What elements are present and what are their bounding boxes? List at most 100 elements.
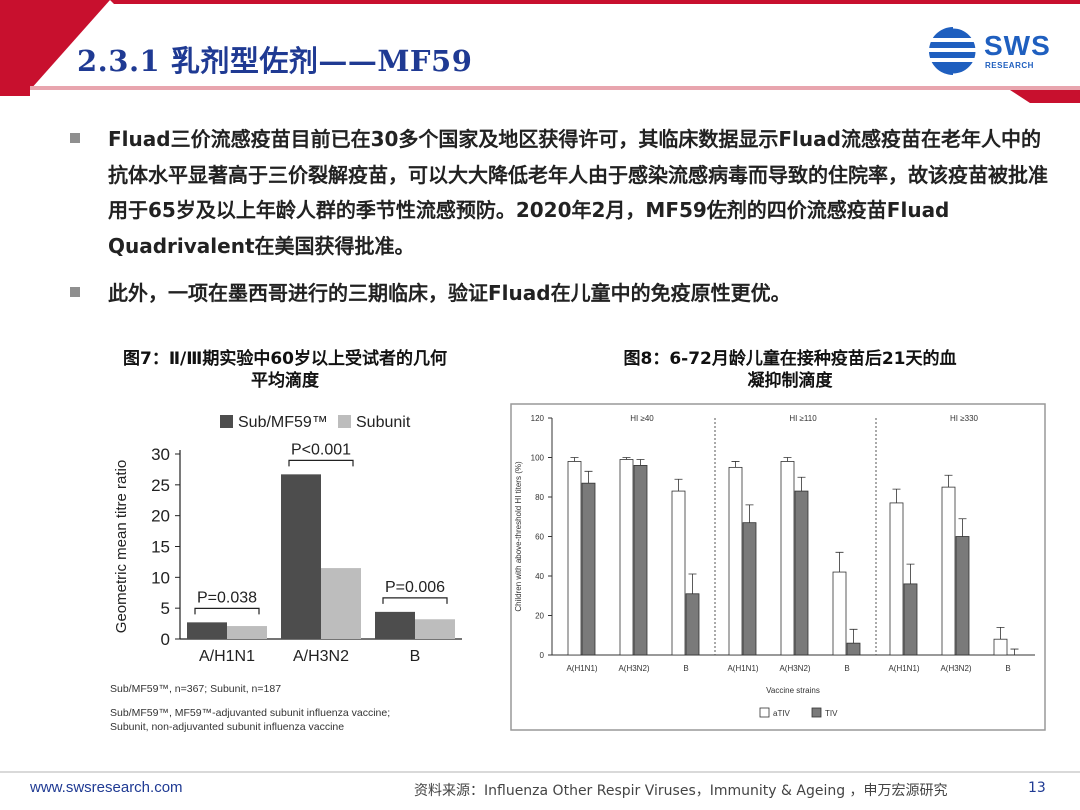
p-value-label: P<0.001	[291, 441, 351, 458]
y-tick-label: 5	[161, 599, 170, 618]
legend-swatch	[759, 707, 770, 718]
x-tick-label: A(H1N1)	[727, 664, 758, 673]
y-axis-label: Geometric mean titre ratio	[113, 460, 130, 633]
y-tick-label: 15	[151, 538, 170, 557]
y-tick-label: 30	[151, 445, 170, 464]
x-tick-label: B	[844, 664, 849, 673]
error-bar	[892, 488, 901, 503]
bar	[321, 568, 361, 639]
error-bar	[797, 476, 806, 492]
bar	[846, 642, 861, 656]
legend-swatch	[220, 415, 233, 428]
y-tick-label: 100	[531, 454, 545, 463]
chart-note: Sub/MF59™, MF59™-adjuvanted subunit infl…	[110, 707, 390, 719]
x-tick-label: A(H3N2)	[618, 664, 649, 673]
bar	[581, 482, 596, 656]
bar	[955, 536, 970, 656]
fig8-bar-chart: 0 20 40 60 80 100 120 Children with above-thres…	[510, 403, 1046, 731]
bar	[941, 486, 956, 656]
y-tick-label: 120	[531, 414, 545, 423]
chart-note: Sub/MF59™, n=367; Subunit, n=187	[110, 683, 281, 695]
fig7-caption-line1: 图7：Ⅱ/Ⅲ期实验中60岁以上受试者的几何	[123, 349, 447, 369]
fig8-caption-line1: 图8：6-72月龄儿童在接种疫苗后21天的血	[623, 349, 957, 369]
error-bar	[622, 457, 631, 460]
fig7-caption-line2: 平均滴度	[251, 371, 319, 391]
x-tick-label: B	[683, 664, 688, 673]
bar	[281, 474, 321, 639]
x-tick-label: A(H3N2)	[779, 664, 810, 673]
fig7-bar-chart: Sub/MF59™ Subunit 0 5 10 15 20 25 30 Geometric me…	[110, 414, 462, 733]
bar	[685, 593, 700, 656]
error-bar	[584, 470, 593, 484]
logo-subtitle: RESEARCH	[985, 61, 1034, 70]
logo-wordmark: SWS	[984, 30, 1051, 61]
y-tick-label: 25	[151, 476, 170, 495]
chart-note: Subunit, non-adjuvanted subunit influenz…	[110, 721, 344, 733]
bar	[728, 466, 743, 656]
y-tick-label: 10	[151, 568, 170, 587]
fig8-caption: 图8：6-72月龄儿童在接种疫苗后21天的血 凝抑制滴度	[570, 348, 1010, 392]
bar	[993, 638, 1008, 656]
legend-label: Sub/MF59™	[238, 414, 328, 431]
error-bar	[1010, 648, 1019, 655]
error-bar	[674, 478, 683, 492]
bar	[567, 461, 582, 656]
bar	[780, 461, 795, 656]
legend-label: aTIV	[773, 709, 791, 718]
fig7-caption: 图7：Ⅱ/Ⅲ期实验中60岁以上受试者的几何 平均滴度	[70, 348, 500, 392]
error-bar	[996, 626, 1005, 640]
bullet-item-1: Fluad三价流感疫苗目前已在30多个国家及地区获得许可，其临床数据显示Flua…	[70, 122, 1050, 264]
x-tick-label: A/H3N2	[293, 648, 349, 665]
bar	[415, 619, 455, 639]
error-bar	[731, 461, 740, 468]
x-tick-label: A(H3N2)	[940, 664, 971, 673]
footer-url[interactable]: www.swsresearch.com	[30, 779, 183, 796]
y-tick-label: 40	[535, 572, 544, 581]
panel-title: HI ≥110	[789, 414, 817, 423]
bar	[903, 583, 918, 656]
bar	[227, 626, 267, 639]
bar	[619, 459, 634, 656]
x-tick-label: A/H1N1	[199, 648, 255, 665]
legend-swatch	[811, 707, 822, 718]
bar	[794, 490, 809, 656]
bullet-text-2: 此外，一项在墨西哥进行的三期临床，验证Fluad在儿童中的免疫原性更优。	[108, 281, 791, 305]
bar	[375, 611, 415, 639]
significance-bracket	[194, 607, 260, 615]
y-tick-label: 0	[540, 651, 545, 660]
bar	[633, 465, 648, 656]
error-bar	[783, 457, 792, 462]
error-bar	[688, 573, 697, 594]
bullet-item-2: 此外，一项在墨西哥进行的三期临床，验证Fluad在儿童中的免疫原性更优。	[70, 276, 1050, 312]
page-number: 13	[1028, 780, 1046, 796]
y-tick-label: 0	[161, 630, 170, 649]
error-bar	[944, 474, 953, 488]
fig8-caption-line2: 凝抑制滴度	[747, 371, 833, 391]
header-banner	[0, 0, 1080, 103]
bullet-square-icon	[70, 287, 80, 297]
y-tick-label: 80	[535, 493, 544, 502]
page-title: 2.3.1 乳剂型佐剂——MF59	[77, 44, 473, 78]
bullet-text-1: Fluad三价流感疫苗目前已在30多个国家及地区获得许可，其临床数据显示Flua…	[108, 127, 1048, 258]
x-tick-label: A(H1N1)	[888, 664, 919, 673]
legend-swatch	[338, 415, 351, 428]
error-bar	[636, 459, 645, 466]
panel-title: HI ≥330	[950, 414, 979, 423]
bar	[671, 490, 686, 656]
bar	[889, 502, 904, 656]
legend-label: TIV	[825, 709, 838, 718]
bar	[742, 522, 757, 656]
bar	[187, 622, 227, 639]
error-bar	[835, 551, 844, 573]
significance-bracket	[382, 597, 448, 604]
error-bar	[906, 563, 915, 584]
bullet-square-icon	[70, 133, 80, 143]
x-axis-label: Vaccine strains	[766, 686, 820, 695]
y-tick-label: 20	[535, 612, 544, 621]
x-tick-label: A(H1N1)	[566, 664, 597, 673]
x-tick-label: B	[410, 648, 421, 665]
error-bar	[745, 504, 754, 523]
footer-source: 资料来源：Influenza Other Respir Viruses，Immu…	[414, 783, 948, 799]
footer-divider	[0, 771, 1080, 773]
error-bar	[849, 628, 858, 644]
